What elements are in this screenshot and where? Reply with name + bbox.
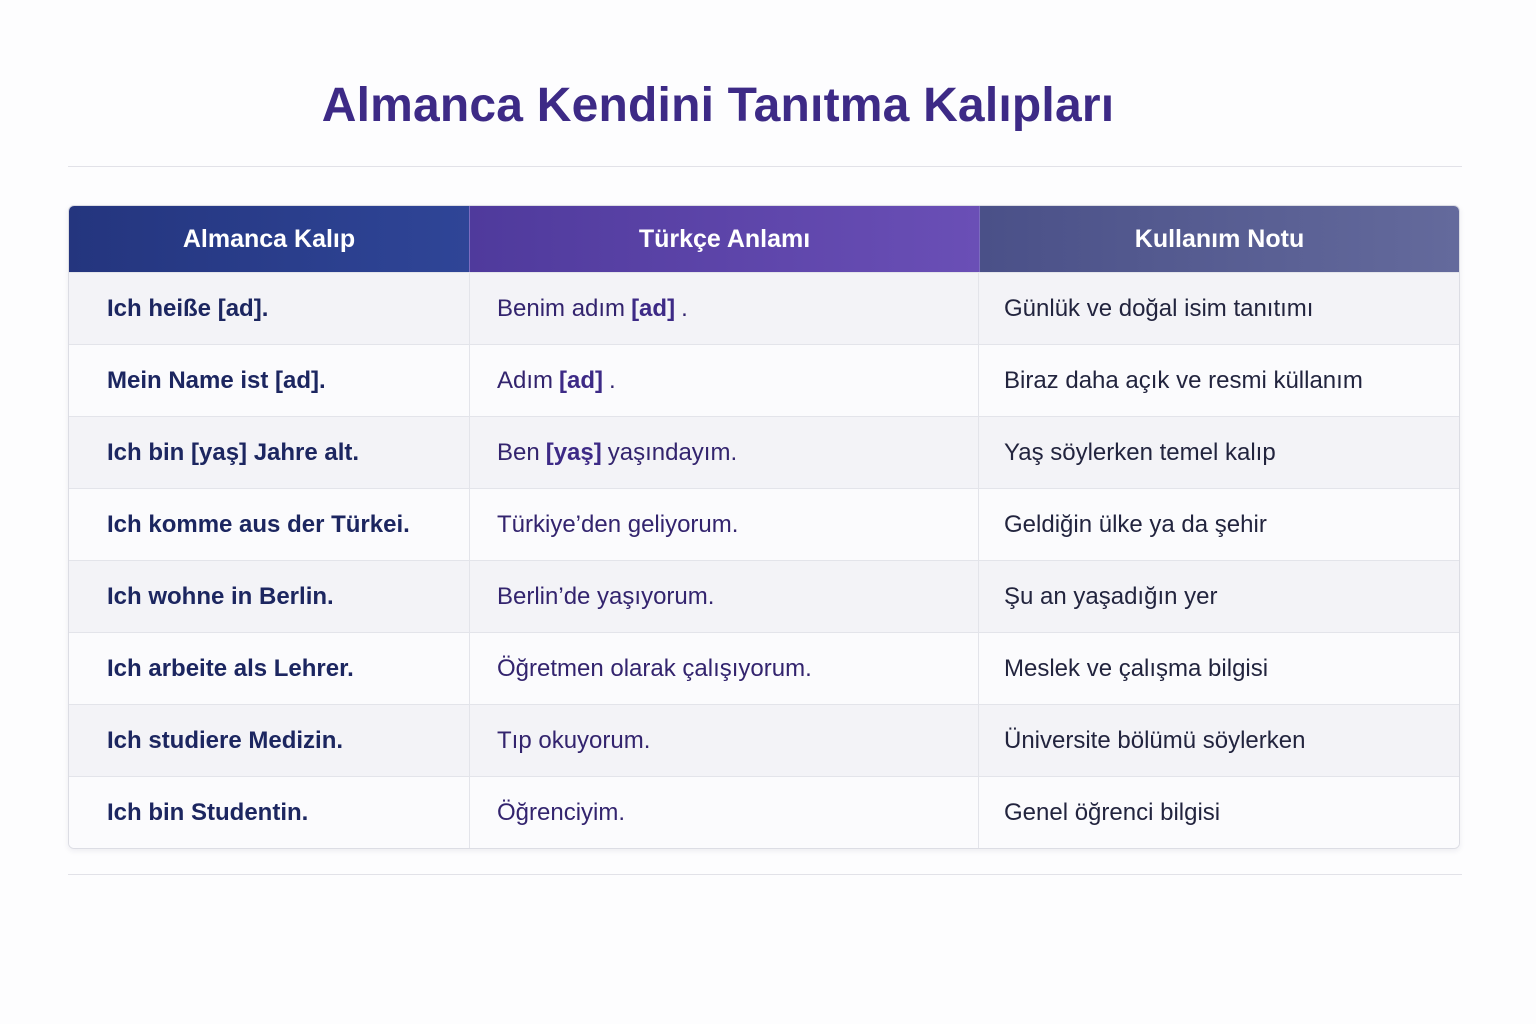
table-row: Mein Name ist [ad]. Adım [ad]. Biraz daha a… bbox=[69, 344, 1459, 416]
table-row: Ich wohne in Berlin. Berlin’de yaşıyorum.… bbox=[69, 560, 1459, 632]
german-pattern: Ich arbeite als Lehrer. bbox=[107, 654, 354, 682]
meaning-text: Öğretmen olarak çalışıyorum. bbox=[497, 654, 812, 682]
usage-note: Meslek ve çalışma bilgisi bbox=[978, 633, 1459, 704]
meaning-text-end: . bbox=[609, 366, 616, 394]
table-body: Ich heiße [ad]. Benim adım [ad]. Günlük ve … bbox=[69, 272, 1459, 848]
table-row: Ich komme aus der Türkei. Türkiye’den gel… bbox=[69, 488, 1459, 560]
turkish-meaning: Öğretmen olarak çalışıyorum. bbox=[469, 633, 978, 704]
table-row: Ich bin Studentin. Öğrenciyim. Genel öğren… bbox=[69, 776, 1459, 848]
meaning-text: Tıp okuyorum. bbox=[497, 726, 651, 754]
german-pattern: Ich heiße [ad]. bbox=[107, 294, 269, 322]
german-pattern: Ich wohne in Berlin. bbox=[107, 582, 334, 610]
table-row: Ich bin [yaş] Jahre alt. Ben [yaş] yaşınday… bbox=[69, 416, 1459, 488]
meaning-text-end: yaşındayım. bbox=[607, 438, 738, 466]
meaning-text: Benim adım bbox=[497, 294, 626, 322]
table-header: Almanca Kalıp Türkçe Anlamı Kullanım Not… bbox=[69, 206, 1459, 272]
turkish-meaning: Öğrenciyim. bbox=[469, 777, 978, 848]
german-pattern: Ich bin [yaş] Jahre alt. bbox=[107, 438, 360, 466]
usage-note: Şu an yaşadığın yer bbox=[978, 561, 1459, 632]
german-pattern: Mein Name ist [ad]. bbox=[107, 366, 326, 394]
turkish-meaning: Tıp okuyorum. bbox=[469, 705, 978, 776]
turkish-meaning: Türkiye’den geliyorum. bbox=[469, 489, 978, 560]
phrases-table: Almanca Kalıp Türkçe Anlamı Kullanım Not… bbox=[68, 205, 1460, 849]
meaning-text: Berlin’de yaşıyorum. bbox=[497, 582, 715, 610]
meaning-text-end: . bbox=[681, 294, 688, 322]
page-title: Almanca Kendini Tanıtma Kalıpları bbox=[321, 79, 1115, 132]
placeholder-token: [yaş] bbox=[545, 438, 602, 466]
usage-note: Geldiğin ülke ya da şehir bbox=[978, 489, 1459, 560]
placeholder-token: [ad] bbox=[631, 294, 676, 322]
usage-note: Genel öğrenci bilgisi bbox=[978, 777, 1459, 848]
usage-note: Yaş söylerken temel kalıp bbox=[978, 417, 1459, 488]
header-usage-note: Kullanım Notu bbox=[979, 206, 1459, 272]
german-pattern: Ich bin Studentin. bbox=[107, 798, 309, 826]
placeholder-token: [ad] bbox=[559, 366, 604, 394]
turkish-meaning: Ben [yaş] yaşındayım. bbox=[469, 417, 978, 488]
usage-note: Biraz daha açık ve resmi küllanım bbox=[978, 345, 1459, 416]
turkish-meaning: Adım [ad]. bbox=[469, 345, 978, 416]
turkish-meaning: Benim adım [ad]. bbox=[469, 273, 978, 344]
header-german-pattern: Almanca Kalıp bbox=[69, 206, 469, 272]
divider-bottom bbox=[68, 874, 1462, 875]
german-pattern: Ich komme aus der Türkei. bbox=[107, 510, 410, 538]
usage-note: Günlük ve doğal isim tanıtımı bbox=[978, 273, 1459, 344]
turkish-meaning: Berlin’de yaşıyorum. bbox=[469, 561, 978, 632]
header-turkish-meaning: Türkçe Anlamı bbox=[469, 206, 979, 272]
table-row: Ich studiere Medizin. Tıp okuyorum. Üniver… bbox=[69, 704, 1459, 776]
meaning-text: Öğrenciyim. bbox=[497, 798, 626, 826]
table-row: Ich heiße [ad]. Benim adım [ad]. Günlük ve … bbox=[69, 272, 1459, 344]
meaning-text: Türkiye’den geliyorum. bbox=[497, 510, 739, 538]
divider-top bbox=[68, 166, 1462, 167]
usage-note: Üniversite bölümü söylerken bbox=[978, 705, 1459, 776]
table-row: Ich arbeite als Lehrer. Öğretmen olarak ç… bbox=[69, 632, 1459, 704]
german-pattern: Ich studiere Medizin. bbox=[107, 726, 344, 754]
meaning-text: Ben bbox=[497, 438, 540, 466]
meaning-text: Adım bbox=[497, 366, 554, 394]
